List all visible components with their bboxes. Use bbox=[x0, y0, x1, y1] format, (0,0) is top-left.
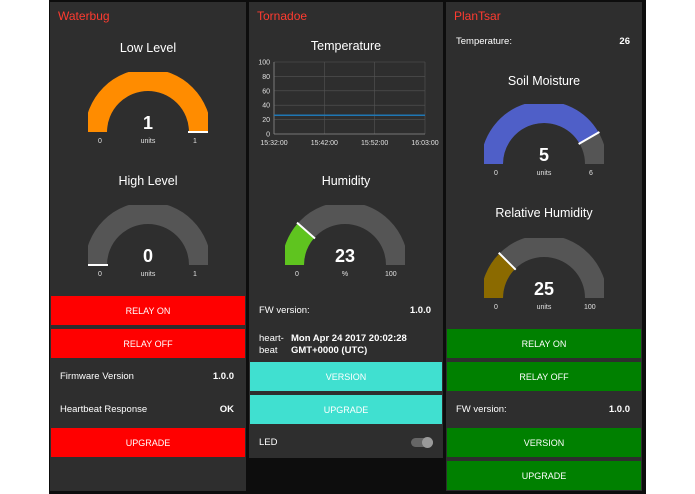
relay-on-button[interactable]: RELAY ON bbox=[447, 329, 641, 358]
gauge-max: 100 bbox=[584, 304, 596, 311]
y-tick-label: 20 bbox=[262, 117, 270, 124]
gauge-max: 1 bbox=[193, 271, 197, 278]
gauge-min: 0 bbox=[494, 304, 498, 311]
low-level-gauge: 1 units 0 1 bbox=[85, 69, 212, 152]
led-label: LED bbox=[259, 437, 278, 448]
led-toggle-switch[interactable] bbox=[411, 437, 433, 448]
temperature-label: Temperature: bbox=[456, 36, 512, 47]
group-title-plantsar: PlanTsar bbox=[454, 9, 501, 23]
heartbeat-row: heart- beat Mon Apr 24 2017 20:02:28 GMT… bbox=[249, 329, 443, 359]
gauge-max: 6 bbox=[589, 170, 593, 177]
x-tick-label: 15:42:00 bbox=[311, 140, 338, 147]
version-button[interactable]: VERSION bbox=[447, 428, 641, 457]
temperature-chart-svg: 100 80 60 40 20 015:32:00 15:42:00 15:52:00 16:0… bbox=[258, 60, 438, 148]
high-level-label: High Level bbox=[118, 174, 178, 188]
group-title-waterbug: Waterbug bbox=[58, 9, 110, 23]
gauge-value: 23 bbox=[334, 246, 356, 266]
fw-version-row: FW version: 1.0.0 bbox=[249, 296, 443, 325]
led-row: LED bbox=[249, 428, 443, 457]
waterbug-group: Waterbug Low Level 1 units 0 1 High Leve… bbox=[50, 2, 246, 491]
x-tick-label: 15:32:00 bbox=[260, 140, 287, 147]
humidity-gauge: 23 % 0 100 bbox=[282, 202, 408, 285]
fw-version-row: FW version: 1.0.0 bbox=[446, 395, 642, 424]
x-tick-label: 15:52:00 bbox=[361, 140, 388, 147]
x-tick-label: 16:03:00 bbox=[411, 140, 438, 147]
heartbeat-response-row: Heartbeat Response OK bbox=[50, 395, 246, 424]
version-button[interactable]: VERSION bbox=[250, 362, 442, 391]
relay-on-button[interactable]: RELAY ON bbox=[51, 296, 245, 325]
humidity-label: Humidity bbox=[321, 174, 371, 188]
upgrade-button[interactable]: UPGRADE bbox=[51, 428, 245, 457]
heartbeat-response-label: Heartbeat Response bbox=[60, 404, 148, 415]
toggle-knob bbox=[422, 437, 433, 448]
temperature-value: 26 bbox=[619, 36, 630, 47]
upgrade-button[interactable]: UPGRADE bbox=[250, 395, 442, 424]
firmware-version-label: Firmware Version bbox=[60, 371, 134, 382]
y-tick-label: 80 bbox=[262, 74, 270, 81]
heartbeat-value-line1: Mon Apr 24 2017 20:02:28 bbox=[291, 333, 407, 344]
relay-off-button[interactable]: RELAY OFF bbox=[447, 362, 641, 391]
y-tick-label: 100 bbox=[258, 60, 270, 67]
soil-moisture-gauge: 5 units 0 6 bbox=[481, 101, 607, 184]
gauge-min: 0 bbox=[295, 271, 299, 278]
firmware-version-row: Firmware Version 1.0.0 bbox=[50, 362, 246, 391]
fw-version-value: 1.0.0 bbox=[409, 305, 431, 316]
gauge-value: 5 bbox=[538, 145, 549, 165]
gauge-units: units bbox=[140, 138, 156, 145]
heartbeat-response-value: OK bbox=[219, 404, 234, 415]
gauge-min: 0 bbox=[494, 170, 498, 177]
heartbeat-value: Mon Apr 24 2017 20:02:28 GMT+0000 (UTC) bbox=[291, 333, 407, 357]
heartbeat-value-line2: GMT+0000 (UTC) bbox=[291, 345, 368, 356]
heartbeat-label: heart- beat bbox=[259, 333, 284, 357]
gauge-value: 1 bbox=[142, 113, 153, 133]
firmware-version-value: 1.0.0 bbox=[212, 371, 234, 382]
group-title-tornadoe: Tornadoe bbox=[257, 9, 308, 23]
gauge-arc bbox=[481, 235, 607, 299]
gauge-max: 100 bbox=[385, 271, 397, 278]
fw-version-label: FW version: bbox=[259, 305, 310, 316]
soil-moisture-label: Soil Moisture bbox=[507, 74, 581, 88]
relay-off-button[interactable]: RELAY OFF bbox=[51, 329, 245, 358]
y-tick-label: 60 bbox=[262, 88, 270, 95]
fw-version-label: FW version: bbox=[456, 404, 507, 415]
gauge-arc bbox=[481, 101, 607, 165]
gauge-units: % bbox=[341, 271, 349, 278]
temperature-chart-title: Temperature bbox=[310, 39, 382, 53]
y-tick-label: 0 bbox=[266, 132, 270, 139]
fw-version-value: 1.0.0 bbox=[608, 404, 630, 415]
gauge-arc bbox=[282, 202, 408, 266]
heartbeat-label-line1: heart- bbox=[259, 333, 284, 344]
gauge-value: 0 bbox=[142, 246, 153, 266]
tornadoe-group: Tornadoe Temperature 100 80 60 40 20 0 15:32:0… bbox=[249, 2, 443, 458]
low-level-label: Low Level bbox=[119, 41, 177, 55]
temperature-row: Temperature: 26 bbox=[446, 32, 642, 52]
upgrade-button[interactable]: UPGRADE bbox=[447, 461, 641, 490]
gauge-arc bbox=[84, 202, 211, 266]
gauge-value: 25 bbox=[533, 279, 555, 299]
gauge-units: units bbox=[140, 271, 156, 278]
temperature-chart: 100 80 60 40 20 0 15:32:00 15:42:00 15:52:00 16:0… bbox=[249, 54, 443, 154]
gauge-units: units bbox=[536, 170, 552, 177]
high-level-gauge: 0 units 0 1 bbox=[84, 202, 211, 285]
gauge-max: 1 bbox=[193, 138, 197, 145]
relative-humidity-label: Relative Humidity bbox=[495, 206, 593, 220]
gauge-min: 0 bbox=[98, 138, 102, 145]
relative-humidity-gauge: 25 units 0 100 bbox=[481, 235, 607, 318]
plantsar-group: PlanTsar Temperature: 26 Soil Moisture 5… bbox=[446, 2, 642, 491]
y-tick-label: 40 bbox=[262, 103, 270, 110]
heartbeat-label-line2: beat bbox=[259, 345, 278, 356]
gauge-min: 0 bbox=[98, 271, 102, 278]
gauge-units: units bbox=[536, 304, 552, 311]
